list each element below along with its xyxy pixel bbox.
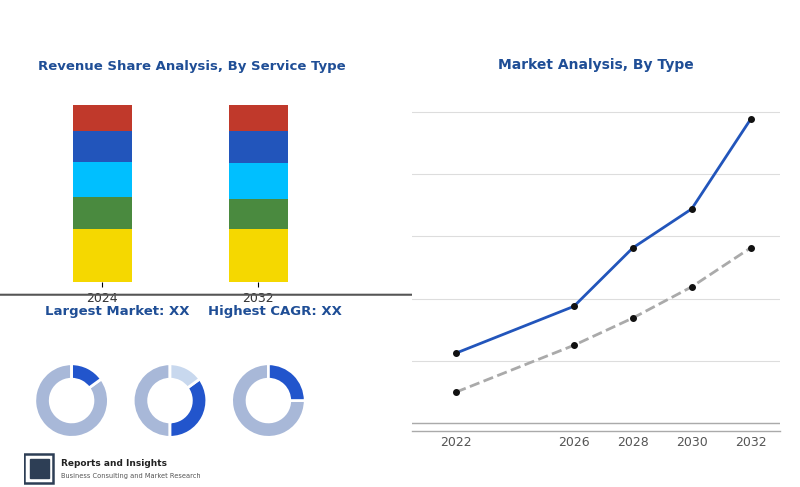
Bar	[229, 163, 288, 199]
Bar	[73, 229, 132, 282]
Wedge shape	[35, 364, 108, 437]
Text: Largest Market: XX: Largest Market: XX	[45, 305, 190, 318]
Wedge shape	[133, 364, 170, 437]
Text: Reports and Insights: Reports and Insights	[61, 459, 167, 468]
Bar	[73, 197, 132, 229]
Wedge shape	[170, 364, 200, 388]
Text: Business Consulting and Market Research: Business Consulting and Market Research	[61, 473, 201, 479]
Bar	[229, 131, 288, 163]
Text: PHILIPPINES REMITTANCE MARKET SEGMENT ANALYSIS: PHILIPPINES REMITTANCE MARKET SEGMENT AN…	[10, 23, 509, 38]
Bar	[229, 199, 288, 229]
Bar	[24, 454, 53, 483]
Bar	[73, 162, 132, 197]
Wedge shape	[72, 364, 102, 388]
Wedge shape	[269, 364, 306, 400]
Bar	[229, 229, 288, 282]
Wedge shape	[232, 364, 306, 437]
Title: Revenue Share Analysis, By Service Type: Revenue Share Analysis, By Service Type	[38, 59, 346, 73]
Wedge shape	[170, 379, 206, 437]
Text: Highest CAGR: XX: Highest CAGR: XX	[208, 305, 342, 318]
Title: Market Analysis, By Type: Market Analysis, By Type	[498, 58, 694, 72]
Bar	[229, 105, 288, 131]
Bar	[73, 105, 132, 131]
Bar	[30, 459, 49, 478]
Bar	[73, 131, 132, 162]
